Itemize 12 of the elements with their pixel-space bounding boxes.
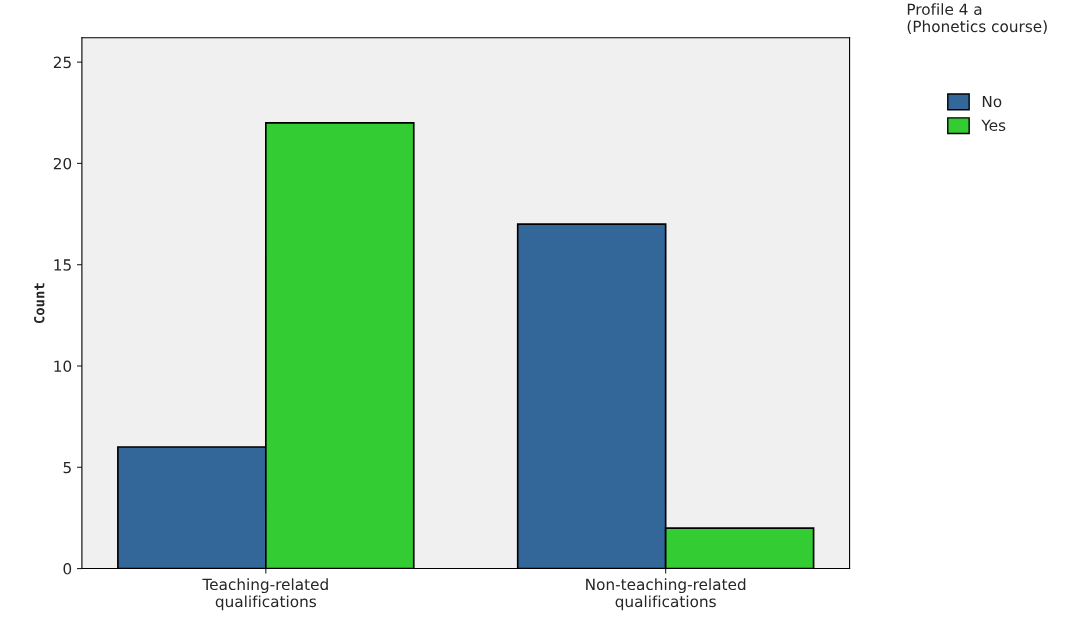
y-axis-title: Count <box>33 283 45 324</box>
x-tick-label: Teaching-related qualifications <box>202 578 328 611</box>
legend-title: Profile 4 a (Phonetics course) <box>907 3 1047 34</box>
legend-label: Yes <box>981 119 1006 132</box>
y-tick-label: 20 <box>53 157 72 170</box>
legend-label: No <box>982 95 1002 108</box>
y-tick-label: 10 <box>54 360 72 373</box>
y-tick-label: 5 <box>63 461 71 474</box>
y-tick-label: 15 <box>54 259 71 271</box>
y-tick-label: 0 <box>63 563 72 575</box>
y-tick-label: 25 <box>53 56 71 69</box>
x-tick-label: Non-teaching-related qualifications <box>586 578 746 611</box>
